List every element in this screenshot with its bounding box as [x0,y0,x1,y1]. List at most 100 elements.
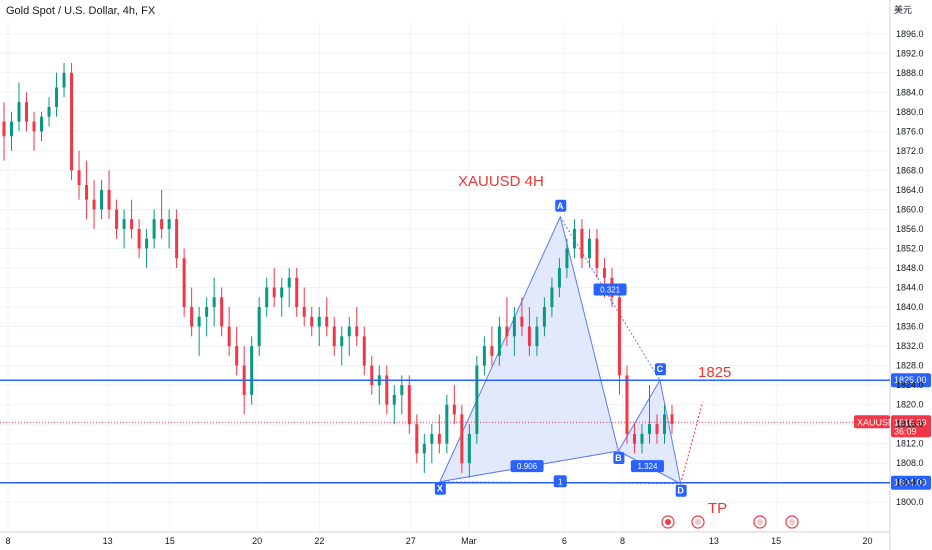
point-badge-B [613,452,625,464]
tp-annotation: TP [708,500,727,517]
level-price-tag [891,475,931,490]
candle-body [655,424,659,434]
ratio-label: 0.321 [600,285,621,294]
candle-body [497,326,501,356]
candle-body [197,316,201,327]
candle-body [392,394,396,405]
x-tick-label: 20 [863,536,873,546]
candle-body [287,277,291,288]
candle-body [542,307,546,327]
price-axis: 1800.0 1804.0 1808.0 1812.0 1816.0 1820.0 1824… [896,29,924,507]
point-badge-A [555,199,567,212]
candle-body [535,326,539,347]
level-price-tag [891,373,931,388]
candle-body [47,106,51,117]
y-tick-label: 1860.0 [896,204,924,214]
ratio-label: 1.324 [637,462,658,471]
x-tick-label: 6 [562,536,567,546]
y-tick-label: 1864.0 [896,185,924,195]
candle-body [452,404,456,415]
event-icon-dot [789,519,795,525]
y-tick-label: 1880.0 [896,107,924,117]
candle-body [205,307,209,317]
candle-body [107,189,111,210]
candle-body [662,414,666,434]
candle-body [137,228,141,249]
candle-body [670,414,674,425]
candle-body [647,424,651,434]
point-badge-X [434,482,446,495]
candle-body [527,326,531,347]
candle-body [325,316,329,327]
x-tick-label: 22 [314,536,324,546]
candle-body [632,433,636,444]
candle-body [257,307,261,347]
y-tick-label: 1836.0 [896,322,924,332]
y-tick-label: 1872.0 [896,146,924,156]
ratio-badge [630,460,664,473]
candle-body [445,404,449,444]
point-label-A: A [557,201,564,211]
point-label-D: D [677,486,684,496]
ratio-badge [553,475,567,488]
symbol-tag [854,415,890,429]
y-tick-label: 1824.0 [896,380,924,390]
candle-body [17,102,21,122]
candle-body [310,316,314,327]
event-icon-dot [757,519,763,525]
candle-body [505,326,509,337]
x-tick-label: Mar [461,536,477,546]
point-badge-D [675,484,687,497]
y-tick-label: 1808.0 [896,458,924,468]
candle-body [145,238,149,249]
y-tick-label: 1844.0 [896,283,924,293]
y-tick-label: 1896.0 [896,29,924,39]
ratio-label: 1 [558,477,563,486]
candle-body [317,316,321,327]
candle-body [152,219,156,239]
candle-body [130,219,134,229]
y-tick-label: 1884.0 [896,87,924,97]
candle-body [92,199,96,210]
y-tick-label: 1848.0 [896,263,924,273]
candle-body [430,433,434,444]
candle-body [227,326,231,347]
y-tick-label: 1812.0 [896,439,924,449]
pattern-labels: X A B C D 0.321 0.906 1.324 1 [434,199,799,529]
candle-body [70,72,74,171]
candle-body [625,375,629,434]
candle-body [272,287,276,298]
candle-body [490,346,494,356]
current-price-text: 1816.39 [894,417,927,427]
axis-unit: 美元 [894,4,912,15]
candle-body [302,307,306,317]
harmonic-pattern [439,215,704,485]
candle-body [122,219,126,229]
x-tick-label: 27 [406,536,416,546]
y-tick-label: 1892.0 [896,48,924,58]
candle-body [175,219,179,259]
candle-body [295,277,299,308]
candle-body [212,297,216,308]
y-tick-label: 1868.0 [896,165,924,175]
candle-body [512,316,516,337]
candle-body [85,185,89,200]
candle-body [602,268,606,278]
y-tick-label: 1852.0 [896,243,924,253]
candle-body [280,287,284,298]
grid [0,0,891,550]
y-tick-label: 1840.0 [896,302,924,312]
candle-body [407,385,411,425]
candle-body [100,189,104,210]
candle-body [340,336,344,347]
projection-arrow [680,402,704,484]
candle-body [265,287,269,308]
x-tick-label: 8 [620,536,625,546]
candle-body [550,287,554,308]
y-tick-label: 1828.0 [896,361,924,371]
x-tick-label: 20 [252,536,262,546]
ratio-label: 0.906 [517,462,538,471]
y-tick-label: 1800.0 [896,497,924,507]
candle-body [437,433,441,444]
